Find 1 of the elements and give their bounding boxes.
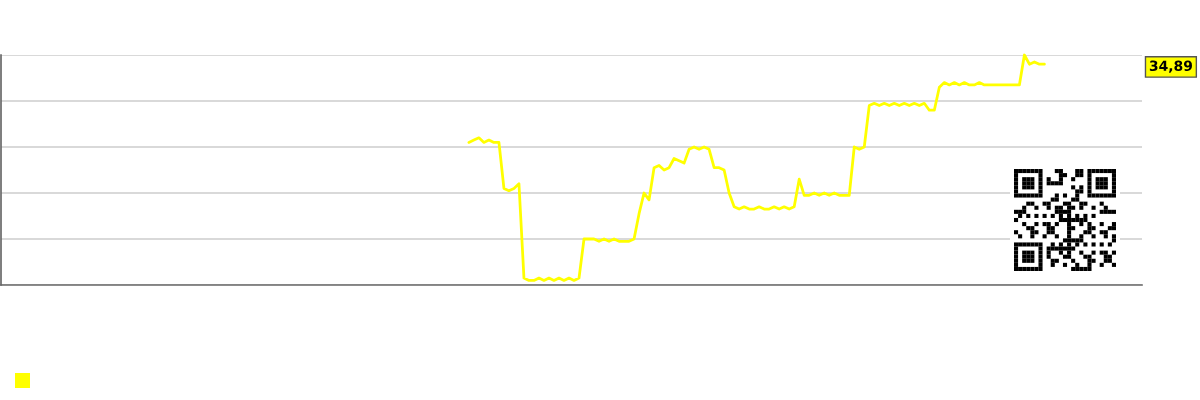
- text: 34,89: [1149, 60, 1192, 73]
